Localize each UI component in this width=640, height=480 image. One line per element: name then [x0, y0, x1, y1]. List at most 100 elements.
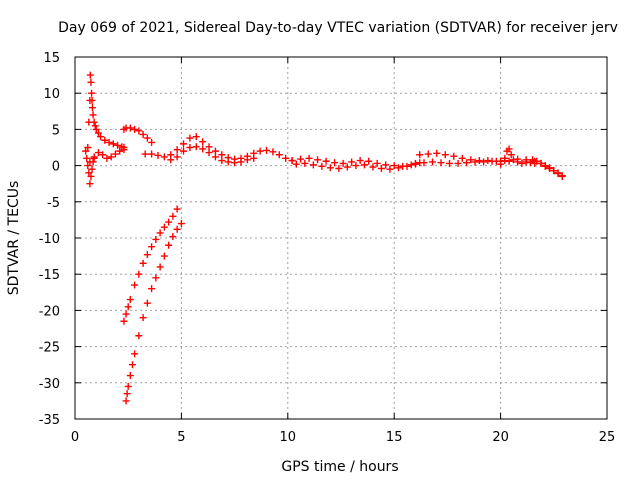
- data-point: [386, 165, 394, 173]
- data-point: [160, 153, 168, 161]
- data-point: [148, 150, 156, 158]
- y-tick-label: -20: [39, 304, 60, 319]
- data-point: [84, 162, 92, 170]
- data-point: [339, 159, 347, 167]
- data-point: [382, 161, 390, 169]
- data-point: [192, 143, 200, 151]
- data-point: [177, 220, 185, 228]
- data-point: [507, 151, 515, 159]
- data-point: [114, 141, 122, 149]
- data-point: [356, 157, 364, 165]
- data-point: [107, 153, 115, 161]
- data-point: [211, 153, 219, 161]
- data-point: [156, 229, 164, 237]
- y-tick-label: 15: [43, 51, 60, 66]
- data-point: [484, 157, 492, 165]
- data-point: [458, 154, 466, 162]
- data-points: [82, 71, 566, 405]
- data-point: [160, 252, 168, 260]
- data-point: [441, 151, 449, 159]
- data-point: [86, 180, 94, 188]
- data-point: [173, 205, 181, 213]
- data-point: [505, 157, 513, 165]
- data-point: [282, 154, 290, 162]
- x-tick-label: 10: [280, 430, 297, 445]
- data-point: [111, 150, 119, 158]
- data-point: [301, 159, 309, 167]
- data-point: [143, 299, 151, 307]
- data-point: [186, 144, 194, 151]
- data-point: [84, 144, 92, 151]
- data-point: [420, 159, 428, 167]
- data-point: [105, 138, 113, 146]
- data-point: [160, 223, 168, 231]
- data-point: [131, 350, 139, 358]
- data-point: [360, 161, 368, 169]
- data-point: [471, 158, 479, 166]
- data-point: [437, 159, 445, 167]
- data-point: [126, 296, 134, 304]
- data-point: [275, 151, 283, 159]
- data-point: [86, 158, 94, 166]
- data-point: [152, 235, 160, 243]
- data-point: [558, 172, 566, 180]
- data-point: [135, 127, 143, 135]
- data-point: [243, 156, 251, 164]
- x-tick-label: 5: [177, 430, 185, 445]
- data-point: [139, 314, 147, 322]
- data-point: [429, 158, 437, 166]
- data-point: [88, 96, 96, 104]
- data-point: [135, 332, 143, 340]
- y-tick-label: -30: [39, 377, 60, 392]
- chart-title: Day 069 of 2021, Sidereal Day-to-day VTE…: [58, 20, 618, 36]
- data-point: [186, 134, 194, 142]
- data-point: [256, 147, 264, 155]
- data-point: [450, 152, 458, 160]
- data-point: [318, 162, 326, 170]
- x-tick-label: 15: [386, 430, 403, 445]
- data-point: [554, 170, 562, 178]
- data-point: [139, 259, 147, 267]
- data-point: [156, 263, 164, 271]
- data-point: [488, 157, 496, 165]
- data-point: [394, 164, 402, 172]
- data-point: [131, 125, 139, 133]
- data-point: [88, 104, 96, 112]
- data-point: [416, 151, 424, 159]
- data-point: [514, 155, 522, 163]
- data-point: [173, 146, 181, 154]
- data-point: [335, 164, 343, 172]
- data-point: [480, 158, 488, 166]
- data-point: [326, 164, 334, 172]
- data-point: [116, 147, 124, 155]
- data-point: [165, 218, 173, 226]
- data-point: [331, 159, 339, 167]
- data-point: [90, 153, 98, 161]
- data-point: [501, 154, 509, 162]
- data-point: [87, 78, 95, 86]
- data-point: [143, 251, 151, 259]
- y-tick-label: -35: [39, 413, 60, 428]
- data-point: [192, 133, 200, 141]
- data-point: [126, 372, 134, 380]
- data-point: [550, 167, 558, 175]
- y-tick-label: -10: [39, 232, 60, 247]
- data-point: [109, 140, 117, 148]
- data-point: [94, 149, 102, 157]
- data-point: [180, 147, 188, 155]
- data-point: [529, 156, 537, 164]
- data-point: [546, 164, 554, 172]
- data-point: [533, 157, 541, 165]
- data-point: [218, 157, 226, 165]
- data-point: [123, 390, 131, 398]
- data-point: [403, 162, 411, 170]
- data-point: [446, 159, 454, 167]
- data-point: [411, 159, 419, 167]
- data-point: [87, 172, 95, 180]
- x-tick-label: 0: [71, 430, 79, 445]
- data-point: [263, 146, 271, 154]
- data-point: [154, 151, 162, 159]
- data-point: [518, 159, 526, 167]
- data-point: [139, 130, 147, 138]
- data-point: [101, 136, 109, 144]
